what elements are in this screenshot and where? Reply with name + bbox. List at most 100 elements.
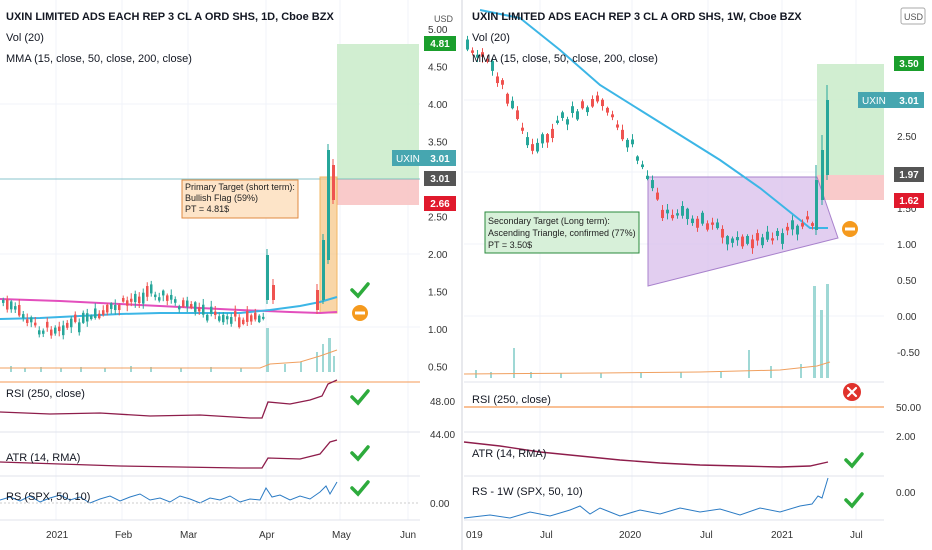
candlestick	[54, 327, 57, 334]
candlestick	[586, 107, 589, 113]
right-vol-label: Vol (20)	[472, 32, 510, 44]
right-annotation-box	[484, 211, 640, 254]
candlestick	[736, 237, 739, 241]
candlestick	[786, 226, 789, 231]
candlestick	[186, 300, 189, 307]
candlestick	[471, 50, 474, 53]
left-rsi-label: RSI (250, close)	[6, 388, 85, 400]
right-atr-label: ATR (14, RMA)	[472, 448, 546, 460]
candlestick	[262, 316, 265, 319]
candlestick	[38, 330, 41, 335]
candlestick	[806, 216, 809, 220]
left-stop-zone	[337, 179, 419, 205]
candlestick	[150, 284, 153, 294]
candlestick	[706, 223, 709, 230]
left-rs-line	[0, 481, 338, 504]
candlestick	[226, 316, 229, 320]
candlestick	[741, 236, 744, 247]
candlestick	[536, 142, 539, 152]
candlestick	[266, 255, 269, 300]
candlestick	[214, 311, 217, 316]
left-annotation-line3: PT = 4.81$	[185, 204, 229, 214]
price-tick-label: -0.50	[897, 348, 920, 359]
candlestick	[250, 315, 253, 322]
right-atr-line	[463, 441, 829, 468]
right-minus-icon	[842, 221, 858, 237]
candlestick	[826, 100, 829, 175]
right-time-axis: 019 Jul 2020 Jul 2021 Jul	[466, 530, 863, 541]
right-rsi-tick-0: 50.00	[896, 403, 921, 414]
candlestick	[22, 314, 25, 318]
candlestick	[94, 308, 97, 318]
right-chart-title: UXIN LIMITED ADS EACH REP 3 CL A ORD SHS…	[472, 11, 802, 23]
candlestick	[721, 228, 724, 238]
candlestick	[106, 304, 109, 313]
right-stop-badge: 1.62	[899, 196, 919, 207]
left-rs-label: RS (SPX, 50, 10)	[6, 491, 90, 503]
candlestick	[496, 76, 499, 84]
candlestick	[82, 312, 85, 323]
candlestick	[50, 329, 53, 336]
left-entry-badge: 3.01	[430, 174, 450, 185]
candlestick	[531, 144, 534, 151]
candlestick	[541, 134, 544, 144]
left-annotation-line1: Primary Target (short term):	[185, 182, 295, 192]
candlestick	[731, 238, 734, 243]
left-chart-title: UXIN LIMITED ADS EACH REP 3 CL A ORD SHS…	[6, 11, 334, 23]
candlestick	[14, 306, 17, 310]
left-time-label: Jun	[400, 530, 416, 541]
left-time-axis: 2021 Feb Mar Apr May Jun	[46, 530, 416, 541]
candlestick	[126, 300, 129, 306]
candlestick	[591, 99, 594, 107]
candlestick	[332, 165, 335, 200]
right-currency: USD	[904, 12, 924, 22]
candlestick	[506, 93, 509, 104]
candlestick	[551, 128, 554, 139]
candlestick	[606, 107, 609, 113]
candlestick	[70, 318, 73, 328]
candlestick	[521, 127, 524, 131]
candlestick	[691, 218, 694, 224]
candlestick	[62, 325, 65, 336]
candlestick	[686, 208, 689, 220]
price-tick-label: 2.00	[428, 250, 448, 261]
price-tick-label: 1.50	[897, 204, 917, 215]
price-tick-label: 2.50	[428, 213, 448, 224]
candlestick	[98, 313, 101, 319]
candlestick	[596, 95, 599, 102]
candlestick	[621, 129, 624, 140]
right-annotation-line2: Ascending Triangle, confirmed (77%)	[488, 228, 636, 238]
candlestick	[210, 306, 213, 314]
candlestick	[616, 124, 619, 128]
left-check-icon-rs	[350, 480, 370, 497]
candlestick	[246, 311, 249, 322]
candlestick	[566, 119, 569, 125]
left-time-label: 2021	[46, 530, 69, 541]
candlestick	[166, 295, 169, 301]
candlestick	[327, 150, 330, 260]
candlestick	[601, 99, 604, 107]
candlestick	[258, 315, 261, 323]
candlestick	[671, 214, 674, 219]
candlestick	[118, 304, 121, 311]
candlestick	[46, 321, 49, 328]
candlestick	[581, 101, 584, 109]
right-stop-zone	[817, 175, 884, 200]
candlestick	[178, 306, 181, 310]
price-tick-label: 5.00	[428, 25, 448, 36]
candlestick	[114, 304, 117, 311]
candlestick	[711, 222, 714, 225]
right-rsi-label: RSI (250, close)	[472, 394, 551, 406]
right-rs-label: RS - 1W (SPX, 50, 10)	[472, 486, 583, 498]
candlestick	[102, 310, 105, 315]
right-time-label: 2021	[771, 530, 794, 541]
price-tick-label: 2.50	[897, 132, 917, 143]
right-time-label: Jul	[540, 530, 553, 541]
candlestick	[6, 299, 9, 310]
candlestick	[146, 286, 149, 297]
candlestick	[78, 322, 81, 333]
candlestick	[30, 317, 33, 323]
left-check-icon-atr	[350, 445, 370, 462]
candlestick	[206, 314, 209, 321]
left-stop-badge: 2.66	[430, 199, 450, 210]
